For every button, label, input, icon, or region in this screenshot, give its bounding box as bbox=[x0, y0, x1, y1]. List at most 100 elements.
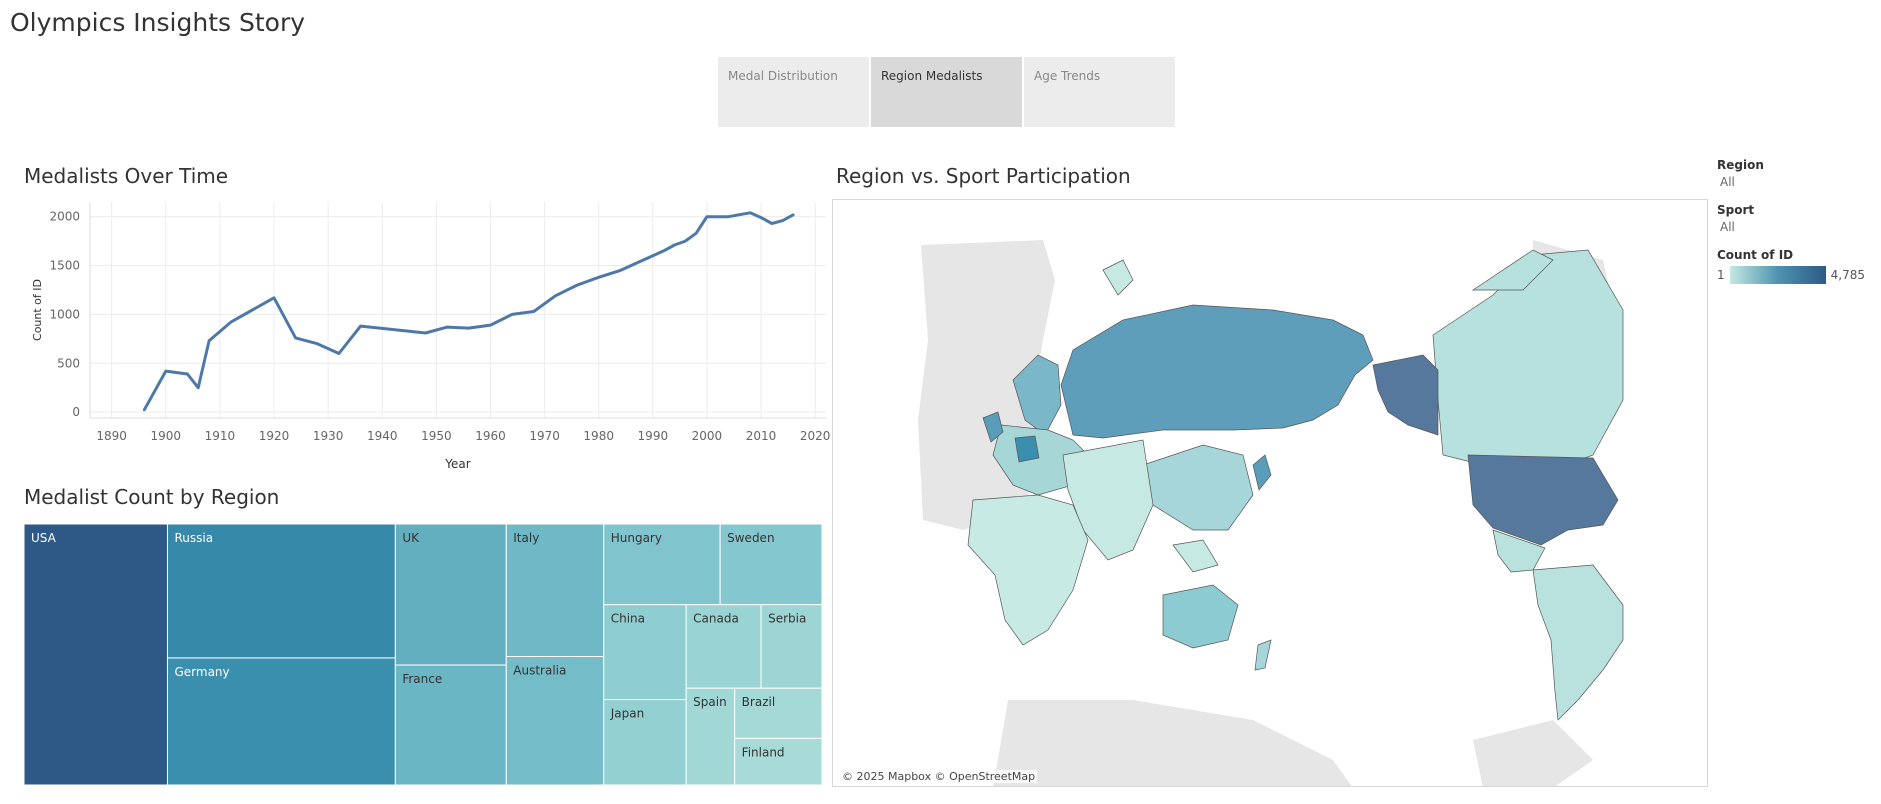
line-point[interactable] bbox=[738, 213, 741, 216]
map-region-germany bbox=[1014, 435, 1040, 463]
treemap-cell-label: Brazil bbox=[742, 695, 776, 709]
y-axis-title: Count of ID bbox=[31, 279, 44, 341]
story-title: Olympics Insights Story bbox=[10, 8, 306, 37]
treemap-cell-label: Russia bbox=[174, 531, 213, 545]
region-filter-label: Region bbox=[1717, 158, 1764, 172]
treemap-cell[interactable]: Germany bbox=[166, 657, 396, 785]
treemap-cell-rect[interactable] bbox=[734, 687, 822, 739]
treemap-cell-label: Finland bbox=[742, 745, 785, 759]
treemap-cell-rect[interactable] bbox=[505, 524, 605, 658]
x-tick-label: 1960 bbox=[475, 429, 506, 443]
line-point[interactable] bbox=[694, 232, 698, 235]
treemap-cell[interactable]: Australia bbox=[505, 656, 605, 785]
treemap-cell-rect[interactable] bbox=[603, 604, 687, 701]
line-point[interactable] bbox=[781, 219, 784, 222]
medalists-series-line[interactable] bbox=[142, 211, 795, 411]
treemap-cell-label: Serbia bbox=[768, 612, 806, 626]
treemap-cell-rect[interactable] bbox=[685, 687, 736, 785]
line-point[interactable] bbox=[359, 324, 362, 328]
color-legend-title: Count of ID bbox=[1717, 248, 1794, 262]
story-navigator: Medal Distribution Region Medalists Age … bbox=[718, 57, 1175, 127]
treemap-cell-rect[interactable] bbox=[166, 657, 396, 785]
line-point[interactable] bbox=[510, 313, 514, 316]
treemap-cell-rect[interactable] bbox=[685, 604, 762, 689]
tab-region-medalists[interactable]: Region Medalists bbox=[871, 57, 1022, 127]
tab-medal-distribution[interactable]: Medal Distribution bbox=[718, 57, 869, 127]
line-point[interactable] bbox=[727, 215, 730, 218]
treemap-cell-rect[interactable] bbox=[394, 524, 507, 666]
tab-age-trends[interactable]: Age Trends bbox=[1024, 57, 1175, 127]
line-point[interactable] bbox=[316, 342, 319, 345]
line-point[interactable] bbox=[759, 216, 763, 219]
x-tick-label: 1930 bbox=[313, 429, 344, 443]
line-point[interactable] bbox=[716, 215, 719, 218]
line-gridlines bbox=[90, 202, 826, 418]
line-point[interactable] bbox=[272, 296, 276, 299]
line-point[interactable] bbox=[532, 310, 535, 313]
line-point[interactable] bbox=[164, 369, 167, 373]
line-point[interactable] bbox=[142, 408, 146, 412]
sport-filter-value[interactable]: All bbox=[1720, 220, 1735, 234]
treemap-cell-rect[interactable] bbox=[24, 524, 168, 785]
treemap-cell[interactable]: France bbox=[394, 664, 507, 785]
line-point[interactable] bbox=[445, 325, 449, 329]
treemap-cell[interactable]: Canada bbox=[685, 604, 762, 689]
treemap-cell[interactable]: Spain bbox=[685, 687, 736, 785]
x-axis-title: Year bbox=[444, 457, 470, 470]
y-tick-label: 1500 bbox=[49, 259, 80, 273]
treemap-cell-rect[interactable] bbox=[734, 737, 822, 785]
map-attribution[interactable]: © 2025 Mapbox © OpenStreetMap bbox=[840, 770, 1038, 783]
line-point[interactable] bbox=[229, 321, 232, 324]
line-point[interactable] bbox=[792, 213, 795, 216]
line-point[interactable] bbox=[554, 294, 557, 298]
treemap-cell[interactable]: Serbia bbox=[760, 604, 822, 689]
line-point[interactable] bbox=[424, 331, 427, 335]
treemap-cell[interactable]: UK bbox=[394, 524, 507, 666]
line-point[interactable] bbox=[467, 326, 471, 330]
map-canvas[interactable] bbox=[833, 200, 1708, 787]
line-point[interactable] bbox=[337, 352, 341, 355]
map-region-uk bbox=[982, 411, 1004, 443]
line-point[interactable] bbox=[619, 269, 622, 272]
line-point[interactable] bbox=[749, 211, 752, 214]
treemap-cell[interactable]: USA bbox=[24, 524, 168, 785]
region-treemap[interactable]: USA Russia Germany UK France Italy Australia Hu… bbox=[24, 524, 822, 785]
line-point[interactable] bbox=[673, 243, 676, 247]
line-point[interactable] bbox=[770, 222, 774, 225]
line-point[interactable] bbox=[662, 249, 665, 253]
y-tick-label: 1000 bbox=[49, 307, 80, 321]
region-filter-value[interactable]: All bbox=[1720, 175, 1735, 189]
treemap-cell[interactable]: Brazil bbox=[734, 687, 822, 739]
treemap-cell[interactable]: Finland bbox=[734, 737, 822, 785]
treemap-cell-rect[interactable] bbox=[603, 699, 687, 785]
treemap-cell[interactable]: Japan bbox=[603, 699, 687, 785]
treemap-cell-rect[interactable] bbox=[719, 524, 822, 606]
map-title: Region vs. Sport Participation bbox=[836, 164, 1131, 188]
line-point[interactable] bbox=[705, 215, 709, 218]
line-point[interactable] bbox=[575, 283, 579, 287]
line-point[interactable] bbox=[640, 259, 644, 262]
line-point[interactable] bbox=[186, 372, 189, 376]
treemap-cell[interactable]: Sweden bbox=[719, 524, 822, 606]
line-point[interactable] bbox=[207, 339, 211, 342]
line-point[interactable] bbox=[684, 239, 687, 243]
map-region-australia bbox=[1162, 584, 1239, 649]
x-tick-label: 2000 bbox=[692, 429, 723, 443]
line-point[interactable] bbox=[597, 276, 600, 279]
treemap-cell-label: Japan bbox=[610, 707, 644, 721]
treemap-cell-rect[interactable] bbox=[760, 604, 822, 689]
treemap-cell[interactable]: Russia bbox=[166, 524, 396, 659]
treemap-cell[interactable]: Hungary bbox=[603, 524, 721, 606]
line-point[interactable] bbox=[294, 336, 297, 340]
treemap-cell-label: Australia bbox=[513, 664, 566, 678]
line-point[interactable] bbox=[489, 323, 492, 327]
treemap-cell[interactable]: China bbox=[603, 604, 687, 701]
treemap-cell-rect[interactable] bbox=[394, 664, 507, 785]
region-map[interactable]: © 2025 Mapbox © OpenStreetMap bbox=[832, 199, 1708, 787]
treemap-cell-label: Canada bbox=[693, 612, 739, 626]
line-point[interactable] bbox=[197, 386, 200, 389]
medalists-line-chart[interactable]: 0 500 1000 1500 2000 1890 1900 1910 1920 1930 1940… bbox=[24, 198, 830, 470]
treemap-cell[interactable]: Italy bbox=[505, 524, 605, 658]
treemap-cell-label: France bbox=[402, 672, 442, 686]
map-region-russia bbox=[1060, 304, 1374, 439]
